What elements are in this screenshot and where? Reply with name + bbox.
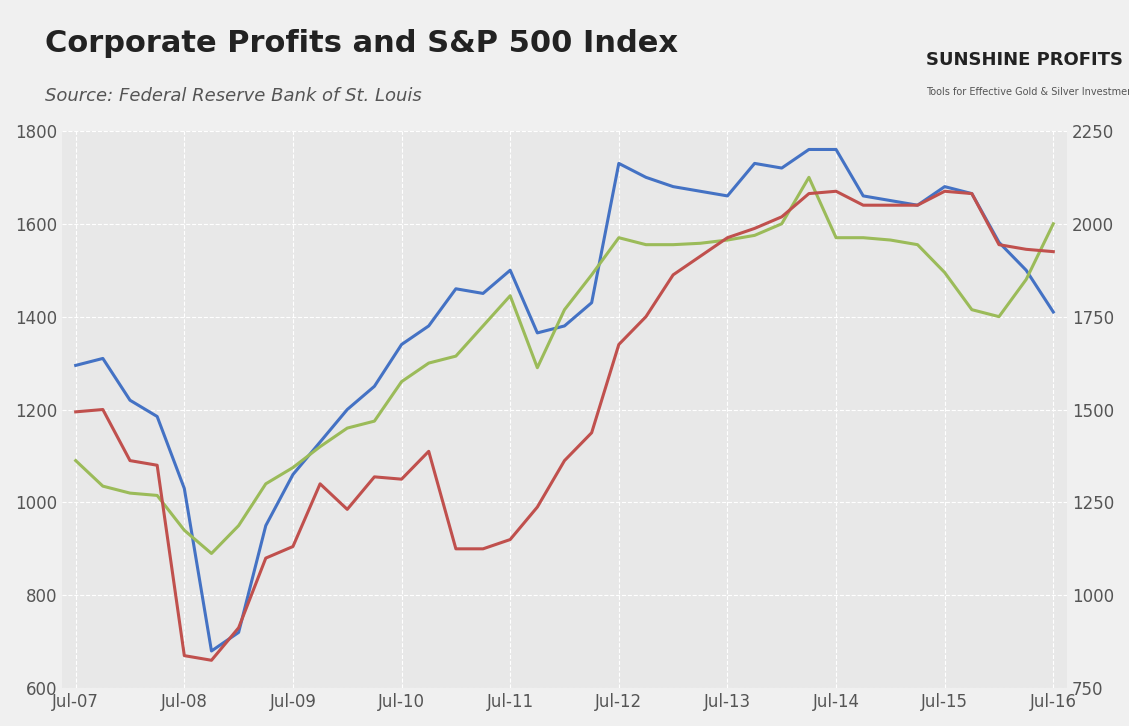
Text: Source: Federal Reserve Bank of St. Louis: Source: Federal Reserve Bank of St. Loui… [45, 87, 422, 105]
Text: Corporate Profits and S&P 500 Index: Corporate Profits and S&P 500 Index [45, 29, 679, 58]
Text: SUNSHINE PROFITS: SUNSHINE PROFITS [926, 51, 1122, 69]
Text: Tools for Effective Gold & Silver Investments: Tools for Effective Gold & Silver Invest… [926, 87, 1129, 97]
